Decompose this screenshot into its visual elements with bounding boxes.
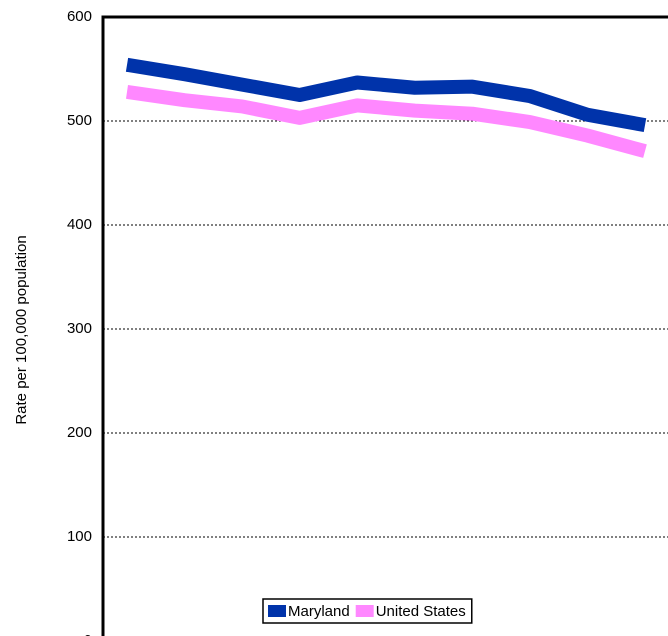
legend: Maryland United States	[262, 598, 473, 624]
series-line	[125, 57, 647, 133]
legend-label: Maryland	[288, 603, 350, 620]
y-axis-label: Rate per 100,000 population	[13, 235, 30, 424]
y-tick-label: 400	[67, 216, 92, 233]
y-tick-label: 500	[67, 112, 92, 129]
y-tick-label: 100	[67, 528, 92, 545]
legend-label: United States	[376, 603, 466, 620]
legend-swatch	[268, 605, 286, 617]
y-tick-label: 0	[84, 632, 92, 636]
y-tick-label: 200	[67, 424, 92, 441]
y-tick-label: 600	[67, 8, 92, 25]
y-tick-label: 300	[67, 320, 92, 337]
series-line	[125, 84, 647, 158]
legend-swatch	[355, 605, 374, 617]
